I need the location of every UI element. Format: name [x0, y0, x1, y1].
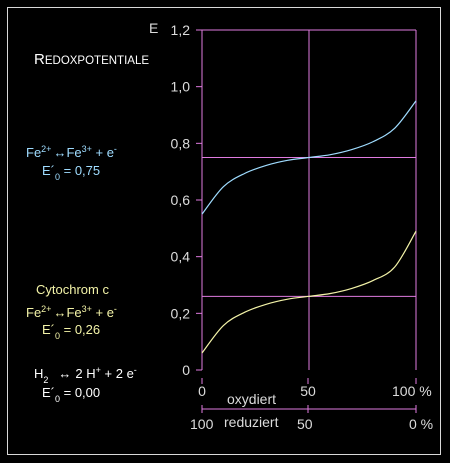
curve-series-0: [201, 100, 417, 215]
y-axis-label: E: [149, 20, 158, 36]
y-tick-label: 0,8: [171, 135, 191, 151]
cytochrome-equation: Fe2+ ↔Fe3+ + e-: [26, 304, 117, 320]
cytochrome-name: Cytochrom c: [36, 282, 109, 297]
curve-series-1: [201, 230, 417, 354]
x-bottom-label-50: 50: [297, 416, 313, 432]
chart-title: REDOXPOTENTIALE: [34, 51, 149, 68]
y-tick-label: 1,2: [171, 22, 191, 38]
y-tick-label: 0,2: [171, 305, 191, 321]
x-axis-top: 0 50 100 % oxydiert: [198, 378, 432, 407]
x-bottom-axis-label: reduziert: [224, 414, 279, 430]
x-bottom-label-0: 0 %: [409, 416, 433, 432]
cytochrome-annotation: Cytochrom c Fe2+ ↔Fe3+ + e- E´0 = 0,26: [26, 282, 117, 341]
hydrogen-annotation: H2 ↔ 2 H+ + 2 e- E´0 = 0,00: [34, 365, 137, 404]
fe-annotation: Fe2+ ↔Fe3+ + e- E´0 = 0,75: [26, 144, 117, 182]
x-top-label-100: 100 %: [392, 383, 432, 399]
plot-area: [201, 29, 417, 370]
y-tick-label: 0: [182, 362, 190, 378]
y-tick-label: 1,0: [171, 79, 191, 95]
figure-frame: [7, 7, 441, 455]
title-rest: EDOXPOTENTIALE: [45, 55, 149, 67]
curves: [201, 100, 417, 354]
y-tick-label: 0,6: [171, 192, 191, 208]
x-top-label-50: 50: [300, 383, 316, 399]
cytochrome-potential: E´0 = 0,26: [42, 322, 100, 341]
fe-potential: E´0 = 0,75: [42, 163, 100, 182]
y-ticks: 0 0,2 0,4 0,6 0,8 1,0 1,2: [171, 22, 202, 378]
y-tick-label: 0,4: [171, 249, 191, 265]
hydrogen-equation: H2 ↔ 2 H+ + 2 e-: [34, 365, 137, 385]
x-top-axis-label: oxydiert: [227, 391, 276, 407]
x-bottom-label-100: 100: [190, 416, 214, 432]
x-axis-bottom: 100 reduziert 50 0 %: [190, 405, 433, 432]
x-top-label-0: 0: [198, 383, 206, 399]
fe-equation: Fe2+ ↔Fe3+ + e-: [26, 144, 117, 160]
title-first-letter: R: [34, 51, 45, 68]
hydrogen-potential: E´0 = 0,00: [42, 385, 100, 404]
